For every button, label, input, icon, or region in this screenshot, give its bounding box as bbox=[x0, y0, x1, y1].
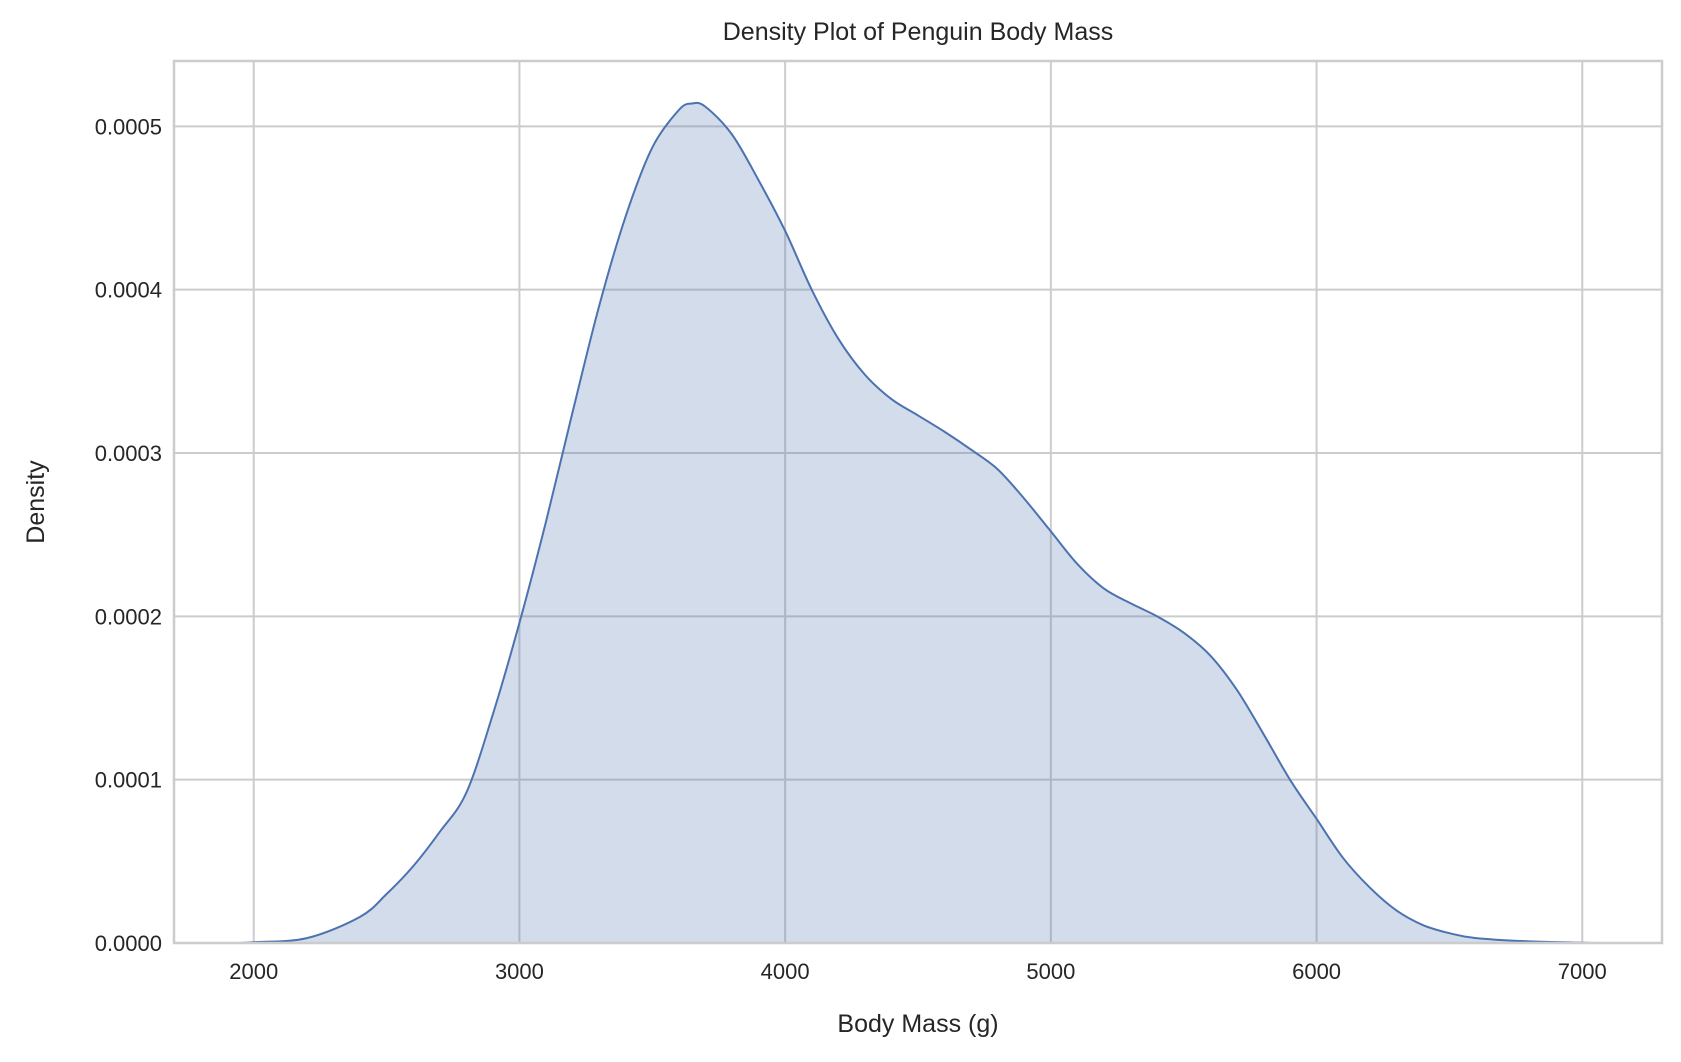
x-tick-label: 6000 bbox=[1292, 959, 1341, 984]
x-tick-label: 7000 bbox=[1558, 959, 1607, 984]
axes-frame bbox=[172, 59, 1664, 945]
x-tick-label: 4000 bbox=[761, 959, 810, 984]
density-area bbox=[240, 102, 1596, 943]
x-axis-label: Body Mass (g) bbox=[837, 1010, 998, 1038]
density-line bbox=[240, 101, 1596, 944]
y-tick-label: 0.0005 bbox=[95, 114, 162, 139]
x-tick-label: 5000 bbox=[1026, 959, 1075, 984]
x-tick-label: 2000 bbox=[229, 959, 278, 984]
x-tick-label: 3000 bbox=[495, 959, 544, 984]
y-tick-label: 0.0002 bbox=[95, 604, 162, 629]
x-tick-labels: 2000 3000 4000 5000 6000 7000 bbox=[229, 959, 1607, 984]
y-tick-label: 0.0000 bbox=[95, 931, 162, 956]
y-tick-label: 0.0003 bbox=[95, 441, 162, 466]
y-axis-label: Density bbox=[22, 460, 50, 544]
chart-title: Density Plot of Penguin Body Mass bbox=[723, 18, 1113, 46]
y-tick-label: 0.0004 bbox=[95, 278, 162, 303]
y-tick-label: 0.0001 bbox=[95, 768, 162, 793]
y-tick-labels: 0.0000 0.0001 0.0002 0.0003 0.0004 0.0005 bbox=[95, 114, 162, 956]
